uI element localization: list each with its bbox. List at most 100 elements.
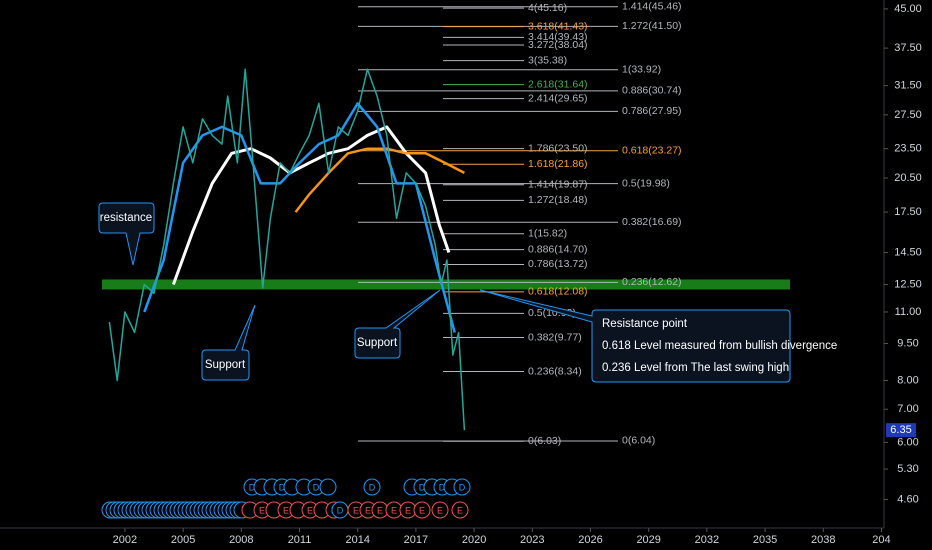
event-marker [319, 478, 337, 496]
x-tick-label: 2017 [404, 534, 428, 546]
fib-level-label: 0(6.04) [622, 435, 655, 447]
event-marker-letter: E [283, 505, 289, 515]
event-marker-letter: D [459, 482, 466, 492]
event-marker-letter: E [437, 505, 443, 515]
fib-level-label: 4(45.16) [528, 2, 567, 14]
event-marker-letter: D [369, 482, 376, 492]
event-marker [413, 501, 431, 519]
y-tick-label: 4.60 [897, 493, 918, 505]
x-tick-label: 2026 [578, 534, 602, 546]
fib-level-label: 1.786(23.50) [528, 142, 588, 154]
fib-level-label: 0(6.03) [528, 435, 561, 447]
moving-average [294, 147, 465, 213]
annotation: 0.236 Level from The last swing high [602, 362, 789, 374]
fib-level-label: 1.618(21.86) [528, 158, 588, 170]
y-tick-label: 20.50 [894, 172, 922, 184]
event-marker-letter: E [259, 505, 265, 515]
event-marker [453, 478, 471, 496]
fib-level-label: 1.272(41.50) [622, 20, 682, 32]
event-marker-letter: E [391, 505, 397, 515]
event-marker-letter: E [353, 505, 359, 515]
callout-box [98, 202, 155, 266]
y-tick-label: 7.00 [897, 403, 918, 415]
y-tick-label: 45.00 [894, 3, 922, 15]
event-marker-letter: E [405, 505, 411, 515]
annotation: 0.618 Level measured from bullish diverg… [602, 340, 837, 352]
event-marker-letter: D [439, 482, 446, 492]
x-tick-label: 2008 [229, 534, 253, 546]
x-tick-label: 2014 [345, 534, 369, 546]
annotation: resistance [100, 212, 152, 224]
event-marker [451, 501, 469, 519]
moving-average [143, 102, 456, 333]
fib-level-label: 1.414(19.87) [528, 179, 588, 191]
event-marker-letter: E [377, 505, 383, 515]
fib-level-label: 0.618(23.27) [622, 145, 682, 157]
fib-level-label: 0.236(8.34) [528, 365, 582, 377]
x-tick-label: 2011 [288, 534, 312, 546]
annotation: Resistance point [602, 318, 688, 330]
y-tick-label: 8.00 [897, 374, 918, 386]
last-price-box [886, 423, 916, 438]
y-tick-label: 37.50 [894, 42, 922, 54]
event-marker-letter: D [337, 505, 344, 515]
x-tick-label: 2020 [462, 534, 486, 546]
annotation: Support [205, 359, 246, 371]
fib-level-label: 0.886(14.70) [528, 243, 588, 255]
last-price-label: 6.35 [890, 424, 911, 436]
price-line [108, 68, 466, 431]
fib-level-label: 3.414(39.43) [528, 31, 588, 43]
fib-level-label: 2.618(31.64) [528, 78, 588, 90]
x-tick-label: 2002 [113, 534, 137, 546]
x-tick-label: 2023 [520, 534, 544, 546]
x-tick-label: 2032 [695, 534, 719, 546]
fib-level-label: 2.414(29.65) [528, 92, 588, 104]
event-marker-letter: E [457, 505, 463, 515]
moving-average [171, 125, 451, 286]
fib-level-label: 0.236(12.62) [622, 276, 682, 288]
callout-box [354, 289, 441, 359]
fib-level-label: 0.382(16.69) [622, 216, 682, 228]
fib-level-label: 3.272(38.04) [528, 39, 588, 51]
fib-level-label: 1(33.92) [622, 63, 661, 75]
event-marker [431, 501, 449, 519]
fib-level-label: 0.382(9.77) [528, 331, 582, 343]
fib-level-label: 1.414(45.46) [622, 0, 682, 12]
y-tick-label: 6.00 [897, 436, 918, 448]
y-tick-label: 9.50 [897, 337, 918, 349]
event-marker [363, 478, 381, 496]
fib-level-label: 3(35.38) [528, 54, 567, 66]
fib-level-label: 0.786(13.72) [528, 258, 588, 270]
event-marker-letter: D [279, 482, 286, 492]
fib-level-label: 0.786(27.95) [622, 105, 682, 117]
event-marker-letter: D [249, 482, 256, 492]
event-marker-letter: E [307, 505, 313, 515]
callout-box [201, 304, 256, 381]
event-marker-letter: D [313, 482, 320, 492]
fib-level-label: 0.5(19.98) [622, 177, 670, 189]
annotation: Support [357, 337, 398, 349]
support-band [102, 279, 790, 290]
x-tick-label: 204 [872, 534, 890, 546]
callout-box [479, 289, 791, 383]
x-tick-label: 2005 [171, 534, 195, 546]
fib-level-label: 0.886(30.74) [622, 85, 682, 97]
fib-level-label: 1(15.82) [528, 228, 567, 240]
y-tick-label: 17.50 [894, 206, 922, 218]
event-marker-letter: D [419, 482, 426, 492]
fib-level-label: 1.272(18.48) [528, 194, 588, 206]
y-tick-label: 12.50 [894, 278, 922, 290]
y-tick-label: 14.50 [894, 246, 922, 258]
y-tick-label: 5.30 [897, 463, 918, 475]
event-marker-letter: E [365, 505, 371, 515]
y-tick-label: 31.50 [894, 80, 922, 92]
price-axis [884, 0, 932, 550]
y-tick-label: 27.50 [894, 109, 922, 121]
fib-level-label: 3.618(41.43) [528, 20, 588, 32]
y-tick-label: 11.00 [895, 306, 922, 318]
y-tick-label: 23.50 [894, 143, 922, 155]
x-tick-label: 2038 [811, 534, 835, 546]
fib-level-label: 0.618(12.08) [528, 286, 588, 298]
event-marker-letter: E [419, 505, 425, 515]
